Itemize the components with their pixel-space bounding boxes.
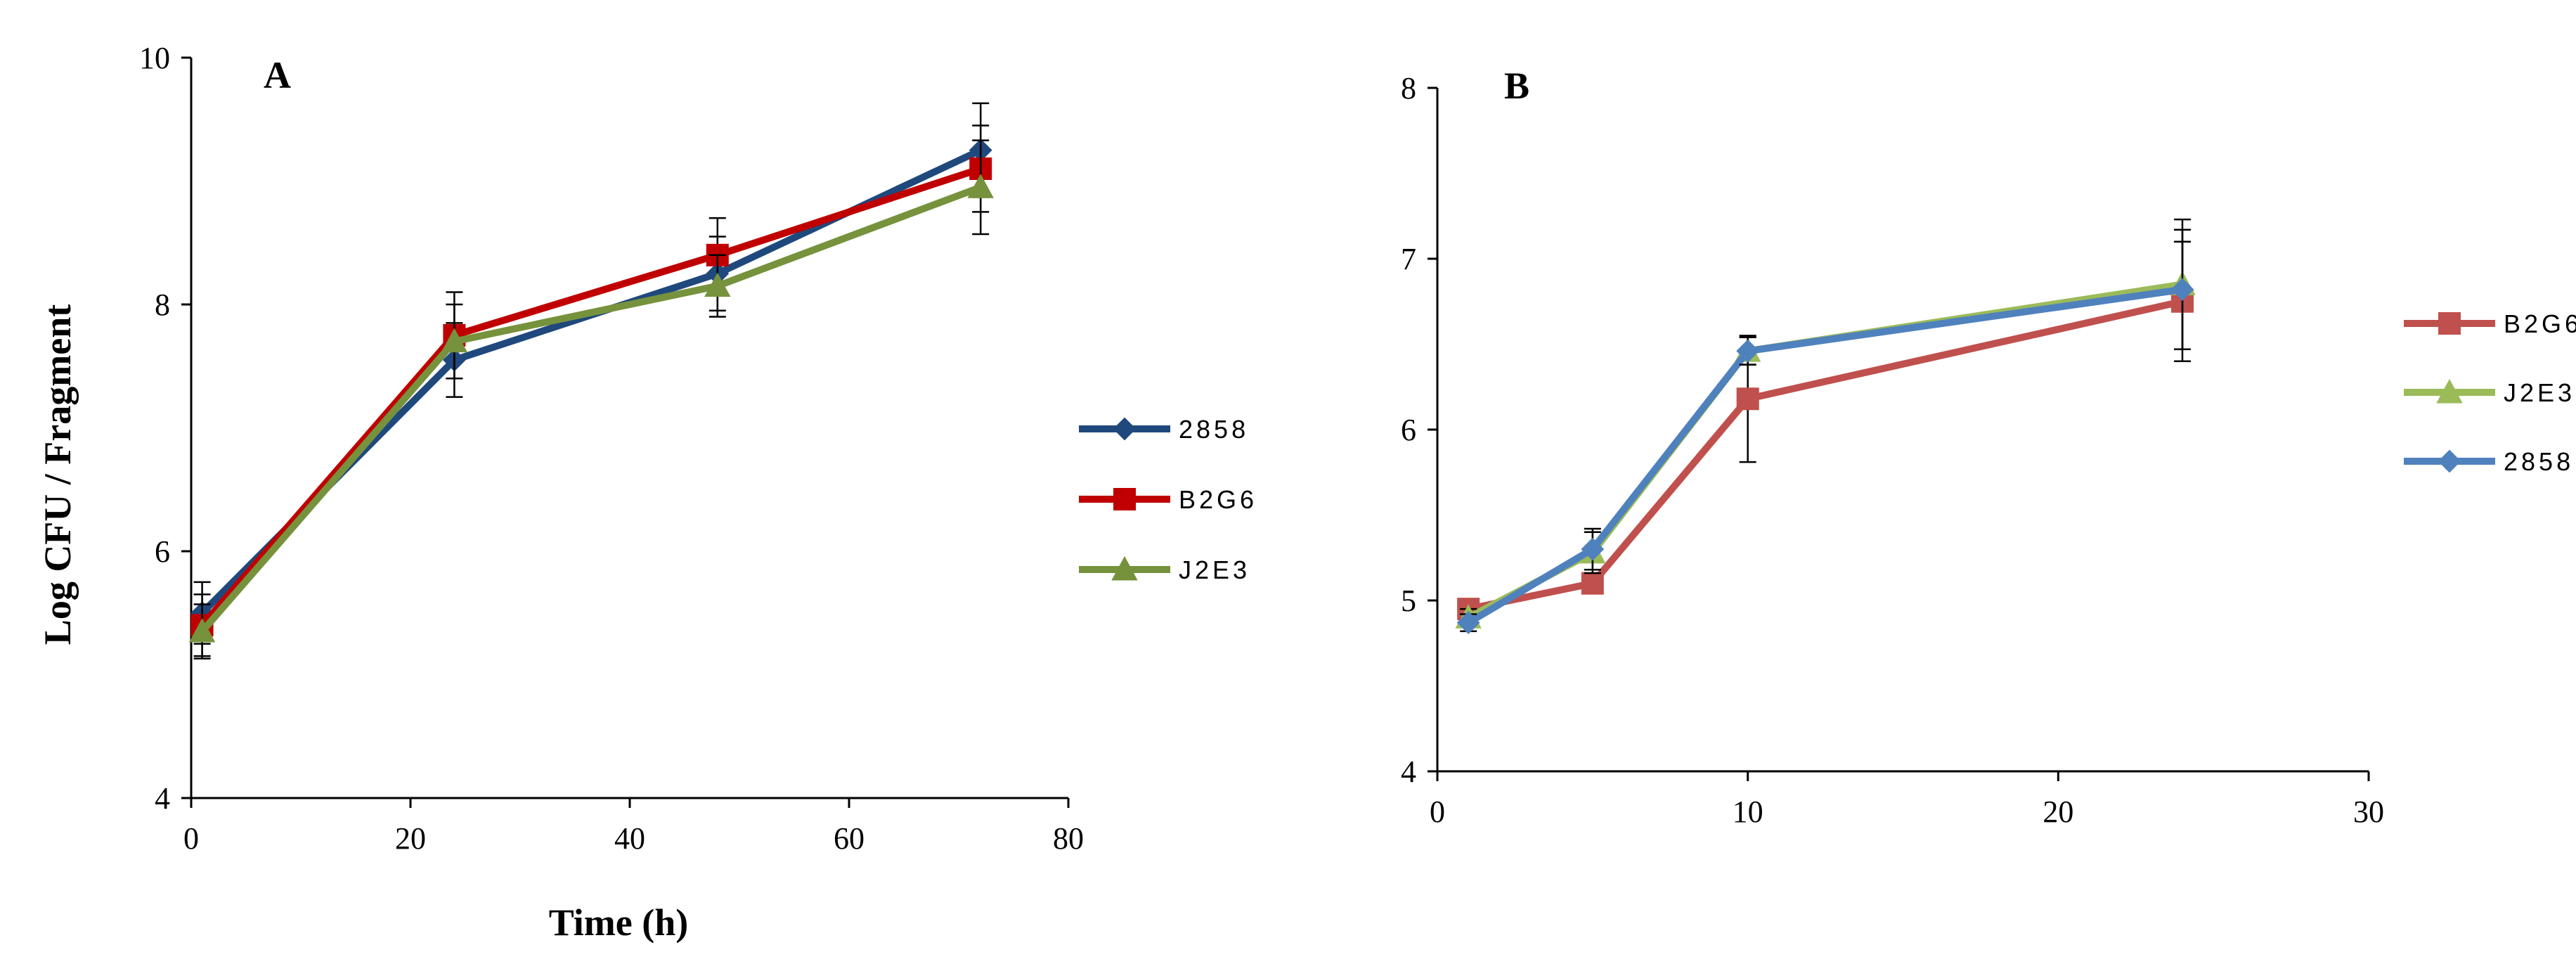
panel-a-legend: 2858 B2G6 J2E3 — [1079, 415, 1257, 584]
panel-b-series-b2g6-point — [1581, 572, 1604, 595]
panel-a-x-axis-title: Time (h) — [549, 901, 689, 944]
panel-b-series-2858-line — [1466, 285, 2183, 626]
panel-a-series-b2g6 — [190, 124, 992, 657]
panel-a-legend-item-b2g6: B2G6 — [1079, 485, 1257, 514]
panel-b-y-tick-label: 7 — [1401, 242, 1416, 276]
panel-a-legend-item-j2e3-swatch-marker — [1111, 555, 1138, 581]
panel-b: B 4 5 6 7 8 0 10 20 30 B2G6 J2E3 2858 — [1401, 65, 2576, 829]
panel-a-legend-item-b2g6-swatch-marker — [1113, 488, 1136, 510]
panel-a-y-tick-label: 6 — [155, 534, 170, 569]
panel-a-legend-item-2858-swatch-marker — [1113, 417, 1137, 441]
panel-b-legend-item-b2g6-label: B2G6 — [2504, 309, 2576, 338]
panel-b-legend-item-j2e3: J2E3 — [2404, 378, 2575, 407]
panel-a-series-j2e3 — [188, 139, 994, 660]
panel-a-series-b2g6-line — [199, 165, 982, 628]
panel-a-series-j2e3-point — [441, 328, 468, 353]
panel-b-legend-item-2858: 2858 — [2404, 447, 2574, 476]
panel-a-y-axis-title: Log CFU / Fragment — [37, 304, 79, 645]
panel-a-y-tick-label: 4 — [155, 781, 170, 816]
panel-b-series-2858 — [1456, 229, 2194, 635]
panel-b-series-b2g6-point — [1736, 387, 1759, 411]
panel-a-series-2858-line — [200, 147, 983, 616]
panel-b-x-tick-label: 30 — [2353, 795, 2384, 829]
panel-b-x-tick-label: 20 — [2043, 795, 2073, 829]
panel-b-y-tick-label: 8 — [1401, 71, 1416, 105]
panel-b-series-2858-point — [1736, 339, 1760, 363]
panel-b-legend-item-2858-swatch-marker — [2438, 449, 2461, 473]
panel-a-legend-item-2858: 2858 — [1079, 415, 1249, 444]
panel-a-x-tick-label: 40 — [614, 821, 645, 856]
panel-b-x-tick-label: 10 — [1733, 795, 1763, 829]
panel-a-axes: 4 6 8 10 0 20 40 60 80 — [139, 41, 1084, 856]
panel-b-legend-item-j2e3-label: J2E3 — [2504, 378, 2575, 407]
panel-b-y-tick-label: 4 — [1401, 754, 1416, 789]
panel-a-series-j2e3-point — [704, 272, 731, 297]
panel-a-legend-item-2858-label: 2858 — [1179, 415, 1249, 444]
panel-b-legend-item-2858-label: 2858 — [2504, 447, 2574, 476]
panel-b-legend-item-j2e3-swatch-marker — [2436, 378, 2463, 404]
panel-b-legend-item-b2g6-swatch-marker — [2438, 312, 2461, 335]
panel-b-label: B — [1504, 65, 1529, 107]
panel-b-series-2858-point — [2170, 278, 2194, 302]
panel-a-y-tick-label: 8 — [155, 288, 170, 322]
panel-b-series-b2g6-line — [1468, 297, 2184, 613]
panel-b-axes: 4 5 6 7 8 0 10 20 30 — [1401, 71, 2384, 829]
panel-a-legend-item-j2e3-label: J2E3 — [1179, 555, 1250, 584]
panel-b-legend: B2G6 J2E3 2858 — [2404, 309, 2576, 476]
panel-b-x-tick-label: 0 — [1430, 795, 1445, 829]
panel-a-label: A — [264, 54, 291, 96]
panel-a-x-tick-label: 60 — [834, 821, 865, 856]
panel-a-series-j2e3-line — [199, 184, 982, 634]
panel-a-x-tick-label: 80 — [1053, 821, 1084, 856]
panel-a-y-tick-label: 10 — [139, 41, 170, 75]
panel-a: A Time (h) Log CFU / Fragment 4 6 8 10 0 20 40… — [37, 41, 1257, 944]
panel-b-legend-item-b2g6: B2G6 — [2404, 309, 2576, 338]
panel-b-series-2858-point — [1581, 537, 1605, 561]
panel-a-x-tick-label: 20 — [395, 821, 426, 856]
panel-a-legend-item-b2g6-label: B2G6 — [1179, 485, 1257, 514]
panel-b-y-tick-label: 6 — [1401, 413, 1416, 447]
panel-a-series-2858 — [190, 102, 992, 645]
panel-a-series-j2e3-point — [188, 617, 216, 643]
panel-b-series-2858-point — [1456, 611, 1480, 635]
panel-a-legend-item-j2e3: J2E3 — [1079, 555, 1250, 584]
panel-a-series-j2e3-point — [967, 174, 994, 198]
panel-b-marks — [1455, 218, 2196, 635]
panel-b-y-tick-label: 5 — [1401, 584, 1416, 618]
panel-a-marks — [188, 102, 994, 660]
panel-b-series-j2e3-line — [1466, 281, 2183, 621]
panel-a-x-tick-label: 0 — [183, 821, 199, 856]
